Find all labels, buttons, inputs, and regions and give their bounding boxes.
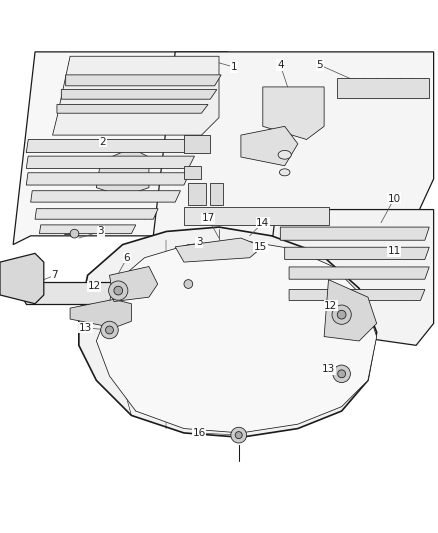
Polygon shape <box>26 156 194 168</box>
Text: 14: 14 <box>256 217 269 228</box>
Polygon shape <box>57 104 208 113</box>
Text: 12: 12 <box>324 301 337 311</box>
Text: 6: 6 <box>124 253 131 263</box>
Circle shape <box>109 281 128 300</box>
Circle shape <box>70 229 79 238</box>
Circle shape <box>333 365 350 383</box>
Text: 5: 5 <box>316 60 323 70</box>
Text: 3: 3 <box>196 237 203 247</box>
Polygon shape <box>280 227 429 240</box>
Polygon shape <box>79 227 377 437</box>
Bar <box>188 183 206 205</box>
Text: 15: 15 <box>254 242 267 252</box>
Polygon shape <box>70 300 131 328</box>
Text: 10: 10 <box>388 193 401 204</box>
Polygon shape <box>35 209 158 219</box>
Circle shape <box>337 310 346 319</box>
Circle shape <box>332 305 351 324</box>
Text: 4: 4 <box>277 60 284 70</box>
Text: 13: 13 <box>79 323 92 333</box>
Polygon shape <box>0 253 44 304</box>
Text: 3: 3 <box>97 227 104 237</box>
Polygon shape <box>39 225 136 233</box>
Circle shape <box>184 280 193 288</box>
Circle shape <box>338 370 346 378</box>
Polygon shape <box>96 148 149 197</box>
Polygon shape <box>263 87 324 140</box>
Bar <box>210 183 223 205</box>
Polygon shape <box>26 140 199 152</box>
Circle shape <box>101 321 118 339</box>
Polygon shape <box>26 173 190 185</box>
Text: 7: 7 <box>51 270 58 280</box>
Polygon shape <box>153 52 434 236</box>
Polygon shape <box>263 209 434 345</box>
Circle shape <box>106 326 113 334</box>
Polygon shape <box>184 207 328 225</box>
Text: 16: 16 <box>193 428 206 438</box>
Bar <box>184 166 201 179</box>
Polygon shape <box>175 238 263 262</box>
Text: 1: 1 <box>231 62 238 72</box>
Polygon shape <box>289 267 429 279</box>
Polygon shape <box>53 56 219 135</box>
Polygon shape <box>66 75 221 86</box>
Polygon shape <box>324 280 377 341</box>
Polygon shape <box>337 78 429 98</box>
Polygon shape <box>13 282 219 304</box>
Polygon shape <box>285 247 429 260</box>
Text: 17: 17 <box>201 213 215 223</box>
Text: 12: 12 <box>88 281 101 291</box>
Ellipse shape <box>279 169 290 176</box>
Polygon shape <box>289 289 425 301</box>
Bar <box>184 135 210 152</box>
Text: 2: 2 <box>99 136 106 147</box>
Ellipse shape <box>278 150 291 159</box>
Polygon shape <box>241 126 298 166</box>
Text: 13: 13 <box>322 365 335 374</box>
Polygon shape <box>31 191 180 202</box>
Circle shape <box>235 432 242 439</box>
Circle shape <box>231 427 247 443</box>
Polygon shape <box>110 266 158 302</box>
Circle shape <box>114 286 123 295</box>
Polygon shape <box>13 52 228 245</box>
Polygon shape <box>61 90 217 99</box>
Text: 11: 11 <box>388 246 401 256</box>
Polygon shape <box>96 240 377 433</box>
